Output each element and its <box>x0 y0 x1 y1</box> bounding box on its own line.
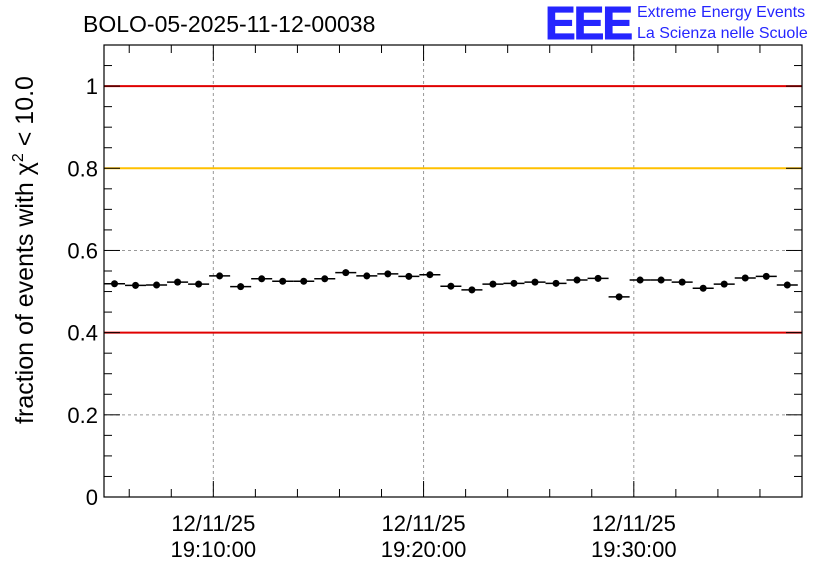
y-tick-label: 0.4 <box>67 321 98 346</box>
eee-logo-mark: EEE <box>544 0 633 50</box>
data-point <box>594 274 602 282</box>
data-point <box>279 277 287 285</box>
data-point <box>531 278 539 286</box>
data-point <box>111 280 119 288</box>
y-tick-label: 0.8 <box>67 156 98 181</box>
data-point <box>552 279 560 287</box>
eee-logo: EEE Extreme Energy Events La Scienza nel… <box>544 0 830 50</box>
data-point <box>636 276 644 284</box>
chart-title: BOLO-05-2025-11-12-00038 <box>83 11 376 37</box>
data-point <box>615 293 623 301</box>
x-tick-label-time: 19:30:00 <box>591 537 677 562</box>
y-axis-title: fraction of events with χ2 < 10.0 <box>10 76 39 424</box>
data-point <box>174 278 182 286</box>
data-point <box>342 269 350 277</box>
plot-frame <box>103 44 803 498</box>
y-tick-label: 0 <box>86 485 98 510</box>
data-point <box>132 281 140 289</box>
data-point <box>783 281 791 289</box>
data-point <box>258 275 266 283</box>
data-point <box>657 276 665 284</box>
data-point <box>447 282 455 290</box>
x-tick-label-date: 12/11/25 <box>592 511 676 536</box>
x-tick-label-date: 12/11/25 <box>171 511 255 536</box>
data-point <box>489 280 497 288</box>
data-point <box>363 272 371 280</box>
data-point <box>468 286 476 294</box>
data-point <box>426 271 434 279</box>
data-point <box>678 278 686 286</box>
data-point <box>195 280 203 288</box>
y-tick-label: 1 <box>86 74 98 99</box>
x-tick-label-time: 19:10:00 <box>171 537 257 562</box>
data-point <box>573 276 581 284</box>
x-tick-label-time: 19:20:00 <box>381 537 467 562</box>
logo-text-line1: Extreme Energy Events <box>637 4 806 21</box>
data-point <box>216 272 224 280</box>
data-point <box>510 279 518 287</box>
data-point <box>321 275 329 283</box>
data-point <box>384 270 392 278</box>
data-point <box>300 277 308 285</box>
data-point <box>741 274 749 282</box>
logo-text-line2: La Scienza nelle Scuole <box>637 25 808 42</box>
data-point <box>405 272 413 280</box>
x-tick-label-date: 12/11/25 <box>382 511 466 536</box>
y-tick-label: 0.2 <box>67 403 98 428</box>
data-point <box>153 281 161 289</box>
data-point <box>720 280 728 288</box>
data-point <box>762 272 770 280</box>
y-tick-label: 0.6 <box>67 238 98 263</box>
data-point <box>699 284 707 292</box>
data-point <box>237 283 245 291</box>
